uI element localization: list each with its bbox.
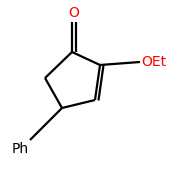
Text: O: O xyxy=(68,6,79,20)
Text: Ph: Ph xyxy=(12,142,29,156)
Text: OEt: OEt xyxy=(141,55,166,69)
